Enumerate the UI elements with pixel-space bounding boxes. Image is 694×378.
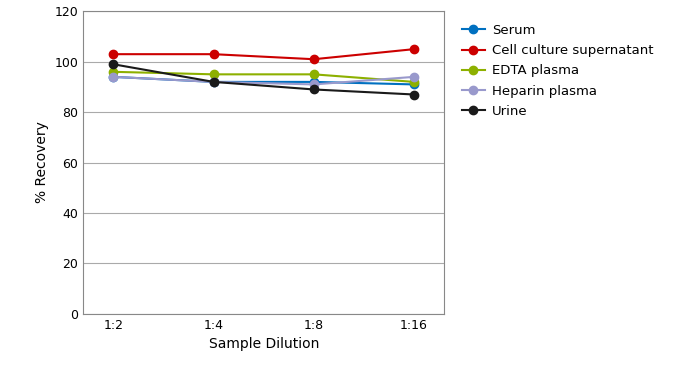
Cell culture supernatant: [210, 52, 218, 56]
Heparin plasma: [109, 74, 117, 79]
Cell culture supernatant: [410, 47, 418, 51]
Urine: [109, 62, 117, 67]
Legend: Serum, Cell culture supernatant, EDTA plasma, Heparin plasma, Urine: Serum, Cell culture supernatant, EDTA pl…: [462, 24, 654, 118]
EDTA plasma: [109, 70, 117, 74]
Heparin plasma: [210, 80, 218, 84]
EDTA plasma: [410, 80, 418, 84]
Line: EDTA plasma: EDTA plasma: [109, 68, 418, 86]
Serum: [109, 74, 117, 79]
Line: Cell culture supernatant: Cell culture supernatant: [109, 45, 418, 64]
Urine: [210, 80, 218, 84]
Urine: [410, 92, 418, 97]
EDTA plasma: [210, 72, 218, 77]
Cell culture supernatant: [310, 57, 318, 62]
Urine: [310, 87, 318, 92]
EDTA plasma: [310, 72, 318, 77]
Line: Heparin plasma: Heparin plasma: [109, 73, 418, 88]
Cell culture supernatant: [109, 52, 117, 56]
Line: Serum: Serum: [109, 73, 418, 88]
Serum: [210, 80, 218, 84]
Y-axis label: % Recovery: % Recovery: [35, 122, 49, 203]
Serum: [310, 80, 318, 84]
Serum: [410, 82, 418, 87]
Heparin plasma: [310, 82, 318, 87]
Heparin plasma: [410, 74, 418, 79]
X-axis label: Sample Dilution: Sample Dilution: [208, 337, 319, 351]
Line: Urine: Urine: [109, 60, 418, 99]
